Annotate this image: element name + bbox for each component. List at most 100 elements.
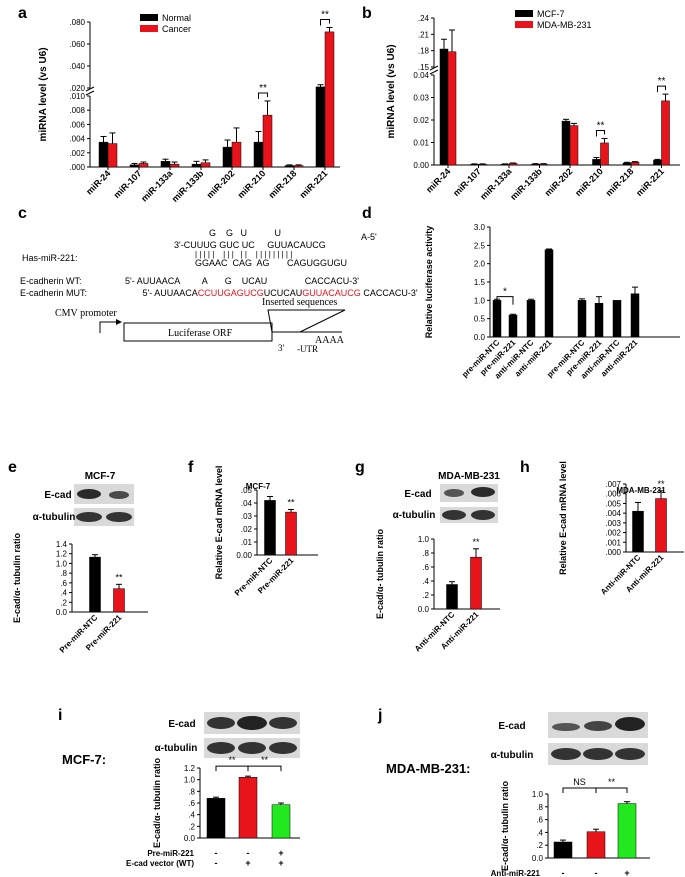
chart-f-ytick-label: 0.00 bbox=[236, 551, 252, 560]
cmv-promoter-label: CMV promoter bbox=[55, 308, 117, 319]
chart-a-bar bbox=[191, 163, 202, 168]
mut-sequence: 5'- AUUAACACCUUGAGUCGUCUCAUGUUACAUCG CAC… bbox=[125, 288, 430, 298]
chart-d-bar bbox=[492, 300, 502, 338]
chart-h-ytick-label: .005 bbox=[605, 499, 621, 508]
chart-b-ytick-label: 0.00 bbox=[413, 161, 429, 170]
chart-i-ytick-label: .2 bbox=[188, 822, 195, 831]
chart-i-sig-bracket bbox=[247, 765, 282, 772]
chart-a-sig-bracket bbox=[258, 92, 268, 99]
chart-a-ytick-label: .000 bbox=[69, 163, 85, 172]
chart-i-row-value: + bbox=[245, 858, 250, 868]
chart-b-legend-swatch bbox=[515, 21, 533, 28]
chart-b-legend-swatch bbox=[515, 10, 533, 17]
chart-b-break-mark bbox=[429, 65, 439, 71]
chart-d-ytick-label: 1.5 bbox=[474, 278, 486, 287]
chart-f-sig-label: ** bbox=[287, 498, 295, 508]
chart-e-ytick-label: .6 bbox=[60, 579, 67, 588]
chart-a-ytick-label: .002 bbox=[69, 149, 85, 158]
chart-i-ytick-label: .8 bbox=[188, 787, 195, 796]
chart-e-bar bbox=[89, 556, 101, 613]
chart-a-bar bbox=[200, 162, 211, 168]
blot-g: MDA-MB-231 E-cad α-tubulin bbox=[393, 471, 500, 523]
chart-e-ylabel: E-cad/α- tubulin ratio bbox=[12, 532, 22, 623]
blot-e-band2-label: α-tubulin bbox=[33, 512, 76, 523]
chart-h-ytick-label: .001 bbox=[605, 538, 621, 547]
chart-d: 0.0 0.5 1.0 1.5 2.0 2.5 3.0 Relative luciferase… bbox=[424, 223, 680, 381]
chart-b-ytick-label: 0.03 bbox=[413, 94, 429, 103]
chart-i-row-value: - bbox=[247, 848, 250, 858]
chart-j-ytick-label: .6 bbox=[536, 816, 543, 825]
chart-h-ylabel: Relative E-cad mRNA level bbox=[558, 461, 568, 575]
blot-e: MCF-7 E-cad α-tubulin bbox=[33, 471, 134, 526]
chart-h-ytick-label: .003 bbox=[605, 519, 621, 528]
chart-a-category-label: miR-218 bbox=[267, 168, 299, 200]
chart-a-category-label: miR-133b bbox=[170, 168, 206, 204]
chart-e-ytick-label: .2 bbox=[60, 598, 67, 607]
chart-h-ytick-label: .006 bbox=[605, 490, 621, 499]
chart-b-bar bbox=[653, 159, 662, 166]
polya-label: AAAA bbox=[315, 335, 345, 346]
chart-i-bar bbox=[206, 798, 226, 839]
chart-d-bar bbox=[526, 300, 536, 338]
mut-label: E-cadherin MUT: bbox=[20, 288, 87, 298]
chart-a-bar bbox=[169, 163, 180, 168]
chart-i-sig-label: ** bbox=[228, 755, 236, 765]
chart-b-bar bbox=[447, 51, 457, 166]
mir-row1: 3'-CUUUG GUC UC GUUACAUCG bbox=[174, 240, 326, 250]
blot-e-cell-label: MCF-7 bbox=[85, 471, 116, 482]
chart-b-bar bbox=[661, 100, 670, 166]
chart-b-bar bbox=[561, 120, 571, 166]
chart-j-sig-label: NS bbox=[573, 777, 586, 787]
chart-i-row-label: E-cad vector (WT) bbox=[126, 859, 194, 868]
chart-e-sig-label: ** bbox=[115, 572, 123, 582]
chart-d-bar bbox=[544, 249, 554, 338]
promoter-arrow-icon bbox=[99, 321, 120, 333]
chart-a-category-label: miR-107 bbox=[112, 168, 144, 200]
chart-e: 0.0.2.4.6.81.01.21.4 E-cad/α- tubulin rat… bbox=[12, 532, 148, 655]
chart-b-category-label: miR-24 bbox=[424, 166, 452, 194]
chart-b-ytick-label: 0.02 bbox=[413, 116, 429, 125]
chart-b-ytick-label: .21 bbox=[418, 30, 430, 39]
chart-j-row-value: + bbox=[624, 868, 629, 877]
chart-j-sig-bracket bbox=[562, 787, 597, 793]
chart-i-sig-bracket bbox=[215, 765, 249, 772]
chart-a-bar bbox=[138, 163, 149, 168]
chart-i-row-value: - bbox=[215, 858, 218, 868]
chart-e-bar bbox=[113, 588, 125, 613]
panel-letter-g: g bbox=[355, 459, 365, 476]
chart-j-ytick-label: .8 bbox=[536, 803, 543, 812]
blot-i-band1-label: E-cad bbox=[168, 719, 195, 730]
orf-label: Luciferase ORF bbox=[168, 328, 233, 339]
chart-d-bar bbox=[508, 314, 518, 338]
chart-b-bar bbox=[592, 159, 601, 166]
chart-h-ytick-label: .007 bbox=[605, 480, 621, 489]
chart-d-bar bbox=[630, 293, 640, 338]
chart-f-ytick-label: .05 bbox=[241, 486, 253, 495]
chart-b-category-label: miR-218 bbox=[604, 166, 636, 198]
chart-a-bar bbox=[284, 165, 295, 168]
wt-label: E-cadherin WT: bbox=[20, 276, 82, 286]
chart-e-ytick-label: .4 bbox=[60, 589, 67, 598]
chart-b-ylabel: miRNA level (vs U6) bbox=[386, 44, 397, 138]
chart-j-ytick-label: .2 bbox=[536, 841, 543, 850]
chart-h-sig-label: ** bbox=[657, 479, 665, 489]
chart-a-break-mark bbox=[85, 86, 95, 92]
chart-a-ytick-label: .060 bbox=[69, 40, 85, 49]
chart-h-ytick-label: .002 bbox=[605, 529, 621, 538]
chart-a-legend-label: Cancer bbox=[162, 24, 191, 34]
chart-b-ytick-label: .24 bbox=[418, 14, 430, 23]
chart-f-ylabel: Relative E-cad mRNA level bbox=[214, 466, 224, 580]
chart-b-bar bbox=[531, 163, 540, 166]
chart-e-ytick-label: 0.0 bbox=[56, 608, 68, 617]
chart-a-bar bbox=[98, 141, 109, 168]
chart-b-ytick-label: 0.01 bbox=[413, 139, 429, 148]
chart-b-ytick-label: 0.04 bbox=[413, 71, 429, 80]
chart-a-category-label: miR-221 bbox=[298, 168, 330, 200]
blot-j-band1-label: E-cad bbox=[498, 721, 525, 732]
chart-a-ytick-label: .006 bbox=[69, 120, 85, 129]
chart-d-sig-bracket bbox=[496, 296, 514, 305]
chart-a-category-label: miR-210 bbox=[236, 168, 268, 200]
chart-a-bar bbox=[293, 165, 304, 168]
chart-j-bar bbox=[586, 831, 606, 859]
blot-i-cell-label: MCF-7: bbox=[62, 752, 106, 767]
